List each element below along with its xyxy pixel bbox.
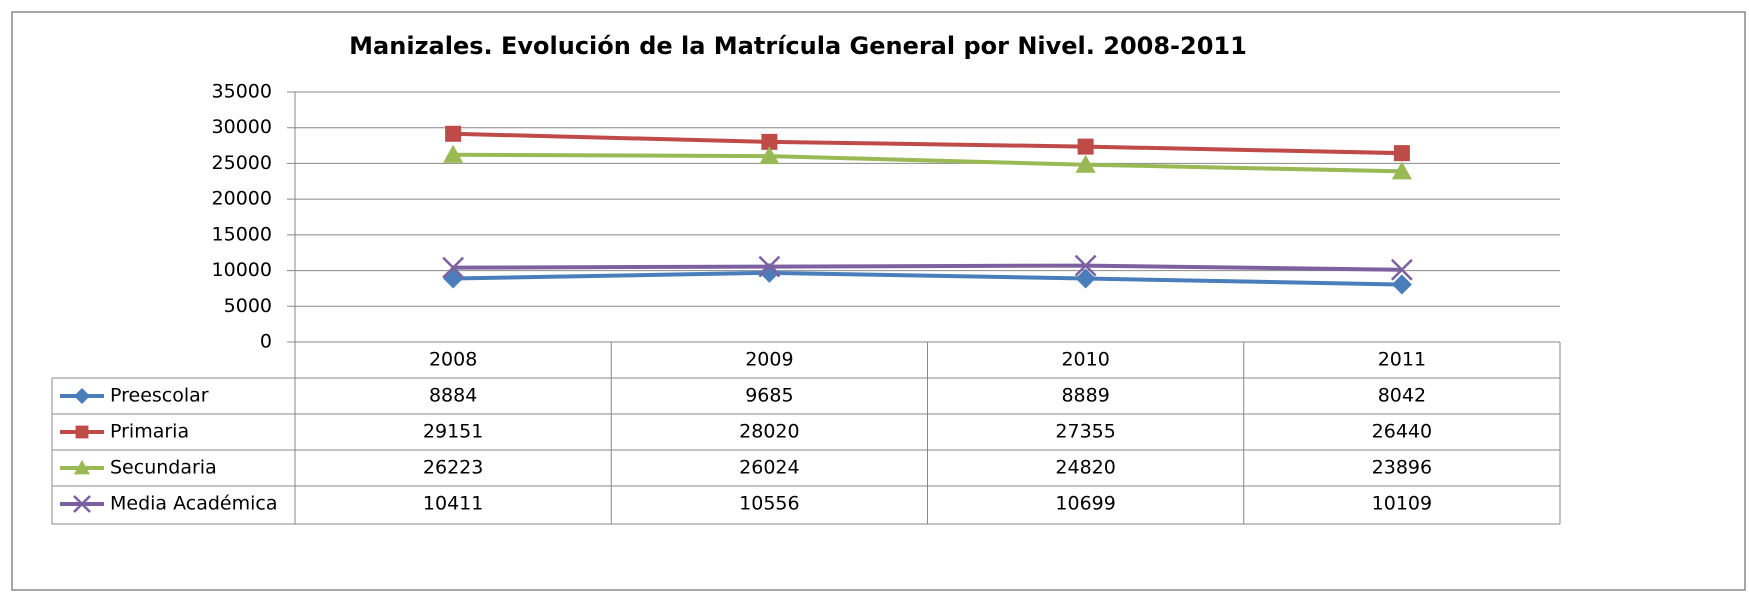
legend-label: Secundaria bbox=[110, 457, 217, 479]
x-tick-label: 2011 bbox=[1378, 349, 1426, 371]
table-cell: 9685 bbox=[745, 385, 793, 407]
marker bbox=[1393, 145, 1410, 162]
series-line bbox=[453, 270, 1402, 287]
marker bbox=[758, 255, 781, 278]
marker bbox=[1390, 258, 1413, 281]
table-cell: 26440 bbox=[1372, 421, 1432, 443]
marker bbox=[1391, 274, 1412, 295]
table-cell: 26223 bbox=[423, 457, 483, 479]
marker bbox=[761, 133, 778, 150]
y-tick-label: 35000 bbox=[212, 81, 272, 103]
marker bbox=[445, 125, 462, 142]
y-tick-label: 0 bbox=[260, 331, 272, 353]
table-cell: 24820 bbox=[1055, 457, 1115, 479]
marker bbox=[1074, 254, 1097, 277]
table-cell: 8042 bbox=[1378, 385, 1426, 407]
y-tick-label: 5000 bbox=[224, 295, 272, 317]
marker bbox=[443, 144, 464, 163]
table-cell: 10411 bbox=[423, 493, 483, 515]
marker bbox=[75, 425, 89, 439]
y-tick-label: 15000 bbox=[212, 223, 272, 245]
table-cell: 27355 bbox=[1055, 421, 1115, 443]
chart-frame bbox=[11, 11, 1746, 591]
series-line bbox=[453, 131, 1402, 156]
x-tick-label: 2010 bbox=[1061, 349, 1109, 371]
y-tick-label: 10000 bbox=[212, 259, 272, 281]
legend-label: Preescolar bbox=[110, 385, 209, 407]
x-tick-label: 2009 bbox=[745, 349, 793, 371]
table-cell: 29151 bbox=[423, 421, 483, 443]
table-cell: 28020 bbox=[739, 421, 799, 443]
y-tick-label: 30000 bbox=[212, 116, 272, 138]
legend-label: Primaria bbox=[110, 421, 189, 443]
marker bbox=[759, 146, 780, 165]
marker bbox=[442, 256, 465, 279]
marker bbox=[73, 495, 91, 513]
table-cell: 23896 bbox=[1372, 457, 1432, 479]
x-tick-label: 2008 bbox=[429, 349, 477, 371]
marker bbox=[74, 388, 90, 404]
table-cell: 26024 bbox=[739, 457, 799, 479]
table-cell: 10109 bbox=[1372, 493, 1432, 515]
marker bbox=[74, 460, 90, 475]
table-cell: 10699 bbox=[1055, 493, 1115, 515]
chart-title: Manizales. Evolución de la Matrícula Gen… bbox=[349, 32, 1247, 60]
series-line bbox=[453, 152, 1402, 174]
series-line bbox=[453, 263, 1402, 272]
marker bbox=[1391, 161, 1412, 180]
marker bbox=[1075, 154, 1096, 173]
y-tick-label: 25000 bbox=[212, 152, 272, 174]
table-cell: 8884 bbox=[429, 385, 477, 407]
marker bbox=[1075, 268, 1096, 289]
marker bbox=[1077, 138, 1094, 155]
table-cell: 10556 bbox=[739, 493, 799, 515]
legend-label: Media Académica bbox=[110, 493, 277, 515]
table-cell: 8889 bbox=[1061, 385, 1109, 407]
y-tick-label: 20000 bbox=[212, 188, 272, 210]
